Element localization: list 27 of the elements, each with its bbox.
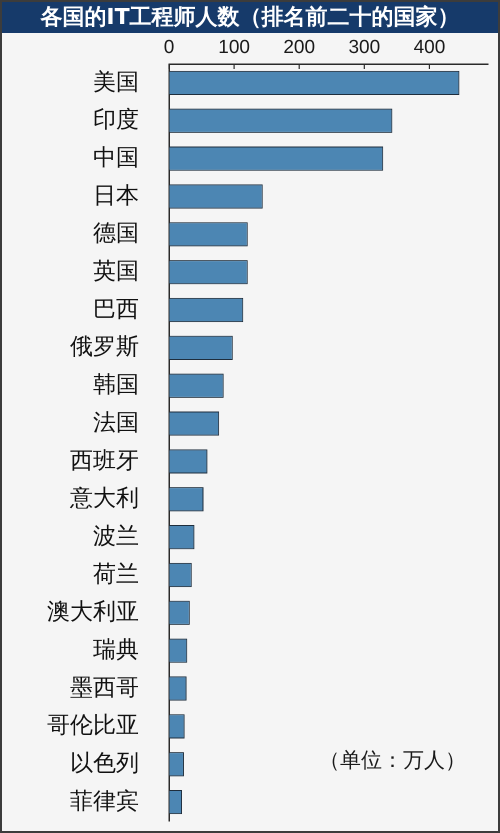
y-tick-label: 波兰 xyxy=(93,522,139,548)
annotation: （单位：万人） xyxy=(319,748,466,772)
x-tick-label: 0 xyxy=(164,36,174,58)
y-tick-label: 墨西哥 xyxy=(70,674,139,700)
y-tick-label: 菲律宾 xyxy=(70,787,139,814)
y-tick-label: 俄罗斯 xyxy=(70,333,139,360)
y-tick-label: 韩国 xyxy=(93,371,139,398)
y-tick-label: 日本 xyxy=(93,182,139,208)
y-tick-label: 中国 xyxy=(93,144,139,170)
y-tick-label: 哥伦比亚 xyxy=(47,712,139,738)
x-tick-label: 200 xyxy=(283,36,316,58)
y-tick-label: 瑞典 xyxy=(93,636,139,662)
y-tick-label: 美国 xyxy=(93,68,139,94)
y-tick-label: 印度 xyxy=(93,106,139,132)
y-tick-label: 法国 xyxy=(93,408,139,435)
y-tick-label: 意大利 xyxy=(69,484,139,511)
y-tick-label: 澳大利亚 xyxy=(47,598,139,624)
x-tick-label: 100 xyxy=(218,36,250,58)
y-tick-label: 巴西 xyxy=(93,295,139,322)
y-tick-label: 西班牙 xyxy=(70,446,139,473)
chart-title: 各国的IT工程师人数（排名前二十的国家） xyxy=(2,2,498,33)
x-tick-label: 300 xyxy=(348,36,380,58)
y-tick-label: 德国 xyxy=(93,220,139,246)
y-tick-label: 以色列 xyxy=(70,750,139,776)
y-tick-label: 荷兰 xyxy=(93,560,139,586)
x-tick-label: 400 xyxy=(414,36,446,58)
y-tick-label: 英国 xyxy=(93,258,139,284)
